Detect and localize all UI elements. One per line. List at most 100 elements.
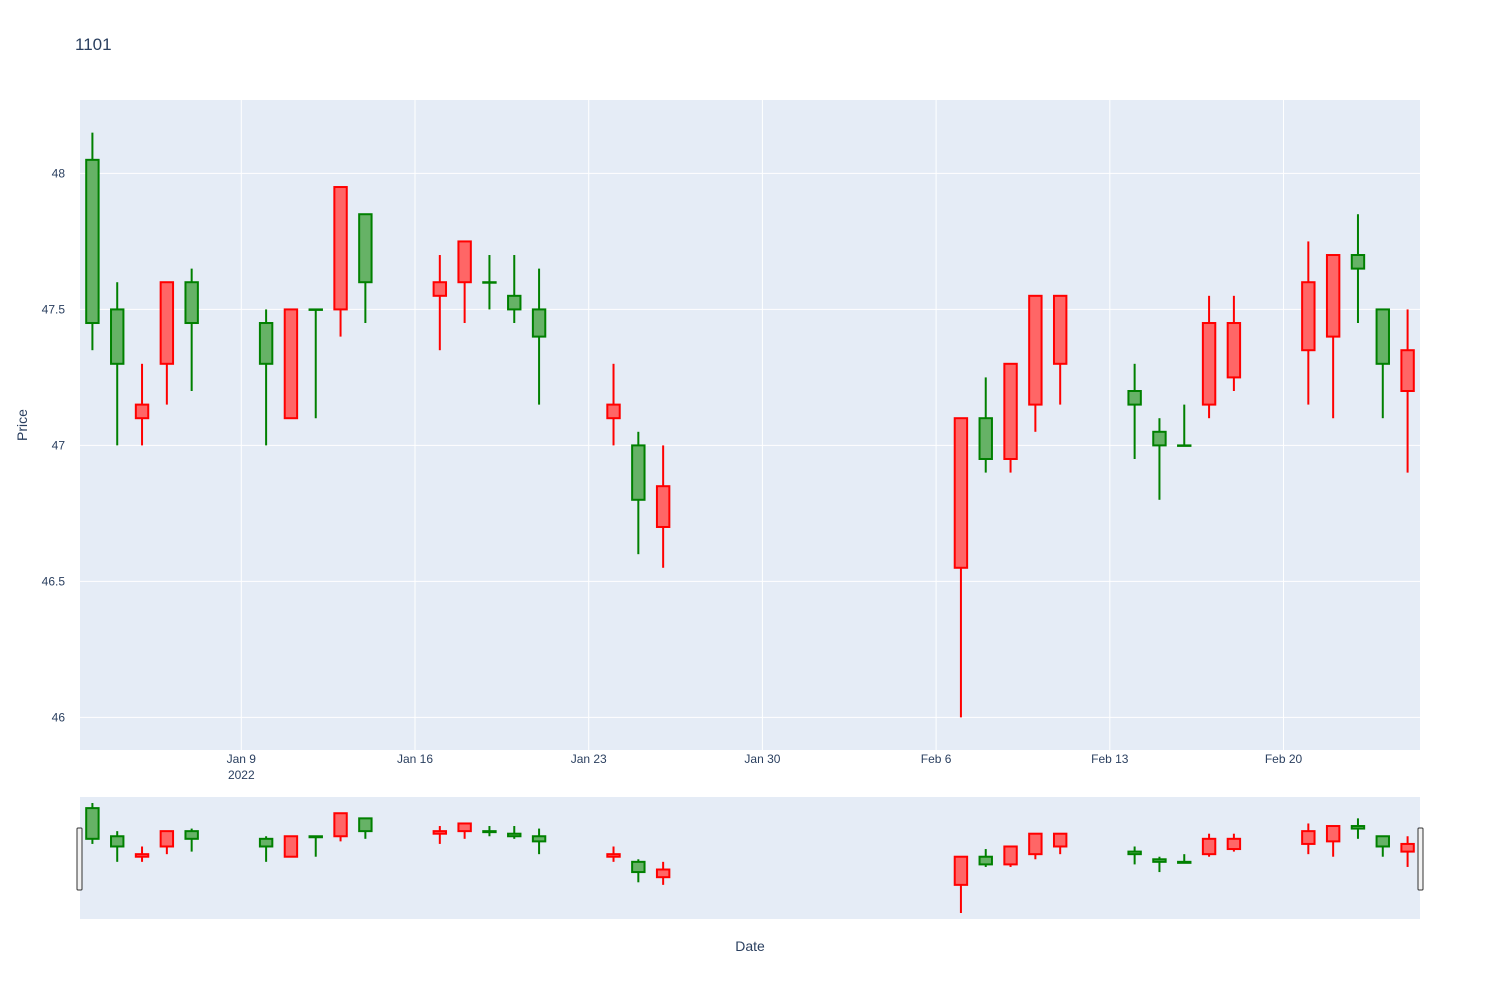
- candle-decreasing[interactable]: [606, 363, 621, 446]
- x-tick-label: Feb 13: [1091, 752, 1129, 766]
- slider-candle: [507, 826, 522, 839]
- candle-body: [457, 240, 472, 284]
- candle-decreasing[interactable]: [333, 186, 348, 337]
- range-slider-candles: [85, 803, 1415, 913]
- candle-decreasing[interactable]: [283, 308, 299, 420]
- plot-area[interactable]: [80, 100, 1420, 750]
- candle-decreasing[interactable]: [134, 363, 150, 446]
- candle-increasing[interactable]: [1350, 214, 1366, 324]
- slider-candle-body: [283, 835, 299, 858]
- x-axis-ticks: Jan 9 2022 Jan 16 Jan 23 Jan 30 Feb 6 Feb 13 Fe…: [227, 752, 1303, 782]
- slider-candle: [1301, 823, 1316, 855]
- candle-body: [308, 308, 323, 311]
- y-tick-label: 47: [52, 438, 66, 452]
- x-tick-sublabel: 2022: [228, 768, 255, 782]
- y-tick-label: 46.5: [42, 574, 66, 588]
- x-tick-label: Jan 9: [227, 752, 257, 766]
- range-slider-left-handle[interactable]: [76, 827, 83, 891]
- slider-candle-body: [1028, 832, 1043, 856]
- candle-decreasing[interactable]: [1028, 294, 1043, 432]
- range-slider-right-handle[interactable]: [1417, 827, 1424, 891]
- candle-decreasing[interactable]: [1052, 294, 1068, 405]
- slider-candle-body: [606, 853, 621, 858]
- x-tick-label: Feb 20: [1265, 752, 1303, 766]
- slider-candle: [482, 826, 497, 837]
- slider-candle-body: [457, 822, 472, 833]
- slider-candle-body: [953, 855, 969, 886]
- candle-body: [432, 281, 448, 297]
- candle-increasing[interactable]: [358, 213, 373, 324]
- slider-candle: [953, 855, 969, 913]
- candle-increasing[interactable]: [978, 377, 993, 473]
- candle-body: [1375, 308, 1390, 365]
- candle-body: [978, 417, 993, 460]
- candle-body: [482, 281, 497, 284]
- slider-candle: [1127, 846, 1142, 865]
- candle-body: [1003, 362, 1018, 460]
- candle-increasing[interactable]: [507, 255, 522, 324]
- slider-candle-body: [1003, 845, 1018, 866]
- slider-candle: [1325, 825, 1341, 857]
- candle-body: [1177, 444, 1192, 447]
- y-axis-ticks: 46 46.5 47 47.5 48: [42, 166, 66, 724]
- candle-decreasing[interactable]: [1301, 241, 1316, 405]
- candle-increasing[interactable]: [1177, 404, 1192, 447]
- candle-increasing[interactable]: [1127, 363, 1142, 459]
- slider-candle-body: [631, 860, 646, 874]
- grid-lines: [80, 100, 1420, 750]
- candle-increasing[interactable]: [631, 431, 646, 555]
- y-axis-title: Price: [14, 409, 30, 441]
- slider-candle: [258, 836, 274, 862]
- slider-candle: [978, 849, 993, 867]
- slider-candle: [631, 859, 646, 883]
- y-tick-label: 46: [52, 710, 66, 724]
- slider-candle-body: [482, 830, 497, 834]
- candle-decreasing[interactable]: [1003, 362, 1018, 473]
- slider-candle: [159, 830, 175, 855]
- slider-candle: [1052, 832, 1068, 855]
- slider-candle-body: [507, 832, 522, 838]
- candle-increasing[interactable]: [184, 268, 199, 392]
- candle-decreasing[interactable]: [655, 445, 671, 568]
- x-tick-label: Feb 6: [921, 752, 952, 766]
- candle-decreasing[interactable]: [432, 255, 448, 351]
- candle-body: [531, 308, 547, 338]
- candle-body: [953, 417, 969, 569]
- slider-candle: [333, 812, 348, 842]
- candle-body: [184, 281, 199, 325]
- slider-candle-body: [1226, 837, 1242, 851]
- candle-decreasing[interactable]: [1400, 309, 1415, 473]
- slider-candle-body: [531, 835, 547, 843]
- candle-body: [1052, 294, 1068, 365]
- candle-body: [655, 485, 671, 528]
- candle-body: [258, 322, 274, 365]
- x-tick-label: Jan 16: [397, 752, 433, 766]
- candle-decreasing[interactable]: [1201, 295, 1217, 419]
- slider-candle-body: [432, 830, 448, 835]
- candle-body: [1152, 430, 1167, 447]
- slider-candle-body: [1201, 837, 1217, 856]
- candle-decreasing[interactable]: [159, 281, 175, 405]
- candle-decreasing[interactable]: [953, 417, 969, 718]
- candle-increasing[interactable]: [531, 268, 547, 405]
- candle-decreasing[interactable]: [1226, 295, 1242, 392]
- range-slider[interactable]: [80, 797, 1420, 919]
- candle-increasing[interactable]: [258, 309, 274, 446]
- candle-body: [110, 308, 125, 365]
- candle-increasing[interactable]: [85, 132, 100, 351]
- candle-increasing[interactable]: [308, 308, 323, 419]
- x-axis-title: Date: [735, 938, 765, 954]
- slider-candle: [1201, 833, 1217, 857]
- candle-increasing[interactable]: [1152, 418, 1167, 500]
- slider-candle: [85, 803, 100, 844]
- candle-decreasing[interactable]: [457, 240, 472, 324]
- candle-body: [1400, 349, 1415, 393]
- slider-candle-body: [85, 807, 100, 840]
- candle-increasing[interactable]: [482, 255, 497, 310]
- slider-candle: [110, 831, 125, 862]
- slider-candle: [1400, 836, 1415, 867]
- candle-decreasing[interactable]: [1325, 254, 1341, 419]
- candle-increasing[interactable]: [1375, 308, 1390, 419]
- candle-increasing[interactable]: [110, 282, 125, 446]
